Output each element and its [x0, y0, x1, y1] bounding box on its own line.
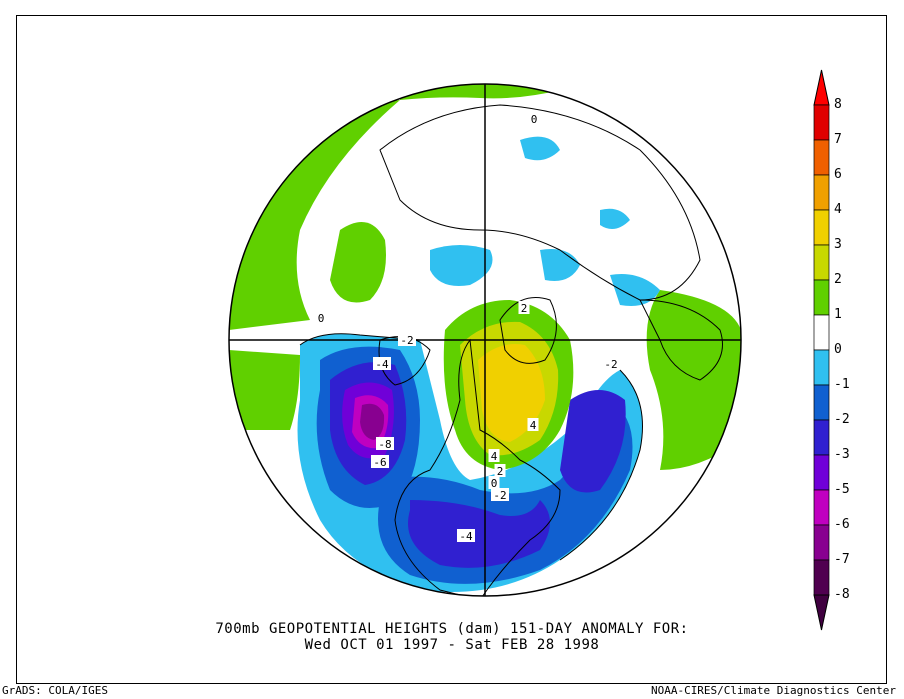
outline-eurasia: [379, 104, 701, 301]
colorbar: [813, 69, 830, 631]
colorbar-swatch-1: [813, 139, 830, 176]
colorbar-swatch-13: [813, 559, 830, 596]
colorbar-label: 3: [834, 237, 842, 252]
contour-label-neg2-alaska: -2: [398, 333, 416, 347]
svg-text:-6: -6: [373, 456, 386, 469]
svg-text:-8: -8: [378, 438, 391, 451]
region-yellow-canada: [478, 344, 545, 442]
map-title: 700mb GEOPOTENTIAL HEIGHTS (dam) 151-DAY…: [215, 621, 689, 637]
colorbar-bottom-arrow: [813, 594, 830, 631]
contour-label-0-lakes: 0: [488, 476, 500, 490]
colorbar-label: -1: [834, 377, 850, 392]
outline-north-america: [394, 338, 561, 596]
svg-text:2: 2: [521, 302, 528, 315]
region-green-southwest: [229, 350, 300, 430]
credit-grads: GrADS: COLA/IGES: [2, 684, 108, 697]
svg-text:4: 4: [491, 450, 498, 463]
contour-label-neg4-pacific: -4: [373, 357, 391, 371]
contour-label-2-lakes: 2: [494, 464, 506, 478]
colorbar-swatch-10: [813, 454, 830, 491]
contour-label-0-west: 0: [315, 311, 327, 325]
colorbar-label: 1: [834, 307, 842, 322]
outline-europe: [639, 299, 723, 381]
credit-noaa: NOAA-CIRES/Climate Diagnostics Center: [650, 684, 896, 697]
region-blue-atlantic: [560, 390, 626, 493]
colorbar-label: -2: [834, 412, 850, 427]
svg-text:-2: -2: [400, 334, 413, 347]
colorbar-label: -7: [834, 552, 850, 567]
colorbar-swatch-8: [813, 384, 830, 421]
colorbar-swatch-7: [813, 349, 830, 386]
colorbar-swatch-9: [813, 419, 830, 456]
land-outlines: [299, 104, 723, 596]
colorbar-label: 7: [834, 132, 842, 147]
colorbar-swatch-3: [813, 209, 830, 246]
svg-text:-2: -2: [493, 489, 506, 502]
svg-text:0: 0: [531, 113, 538, 126]
colorbar-label: -3: [834, 447, 850, 462]
plot-frame: [16, 15, 887, 684]
svg-text:0: 0: [318, 312, 325, 325]
colorbar-label: -8: [834, 587, 850, 602]
contour-label-2-arctic: 2: [518, 301, 530, 315]
svg-text:-4: -4: [459, 530, 473, 543]
contour-label-neg2-lakes: -2: [491, 488, 509, 502]
colorbar-swatch-0: [813, 104, 830, 141]
contour-label-4-labrador: 4: [488, 449, 500, 463]
region-lightblue-patch4: [610, 274, 660, 306]
svg-text:0: 0: [491, 477, 498, 490]
colorbar-top-arrow: [813, 69, 830, 106]
colorbar-swatch-11: [813, 489, 830, 526]
colorbar-swatch-2: [813, 174, 830, 211]
contour-label-neg8: -8: [376, 437, 394, 451]
colorbar-label: 4: [834, 202, 842, 217]
region-green-lobe: [330, 222, 386, 303]
contour-line-2: [559, 369, 643, 561]
outline-greenland: [499, 297, 557, 364]
region-purple-core: [360, 403, 385, 440]
svg-text:-2: -2: [604, 358, 617, 371]
contour-label-neg2-east: -2: [602, 357, 620, 371]
colorbar-label: 0: [834, 342, 842, 357]
contour-label-4-hudson: 4: [527, 418, 539, 432]
colorbar-swatch-12: [813, 524, 830, 561]
colorbar-label: 6: [834, 167, 842, 182]
svg-text:4: 4: [530, 419, 537, 432]
colorbar-swatch-4: [813, 244, 830, 281]
svg-text:-4: -4: [375, 358, 389, 371]
contour-line-1: [299, 333, 421, 346]
region-lightblue-patch5: [600, 208, 630, 229]
colorbar-label: 2: [834, 272, 842, 287]
region-lightblue-patch1: [430, 245, 493, 286]
region-green-east: [646, 290, 741, 470]
colorbar-swatch-5: [813, 279, 830, 316]
colorbar-label: -5: [834, 482, 850, 497]
contour-label-0-north: 0: [528, 112, 540, 126]
region-lightblue-patch3: [520, 136, 560, 161]
region-indigo-usa: [408, 500, 550, 568]
contour-label-neg4-usa: -4: [457, 529, 475, 543]
colorbar-label: -6: [834, 517, 850, 532]
svg-text:2: 2: [497, 465, 504, 478]
contour-label-neg6: -6: [371, 455, 389, 469]
colorbar-swatch-6: [813, 314, 830, 351]
colorbar-label: 8: [834, 97, 842, 112]
map-period: Wed OCT 01 1997 - Sat FEB 28 1998: [304, 637, 600, 653]
